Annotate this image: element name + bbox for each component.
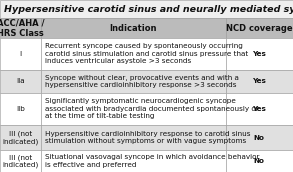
Text: ACC/AHA /
HRS Class: ACC/AHA / HRS Class [0,18,44,38]
Bar [226,70,293,93]
Text: Yes: Yes [252,51,266,57]
Text: No: No [254,135,265,141]
Text: Hypersensitive carotid sinus and neurally mediated syndromes: Hypersensitive carotid sinus and neurall… [4,4,293,14]
Text: Situational vasovagal syncope in which avoidance behavior
is effective and prefe: Situational vasovagal syncope in which a… [45,154,259,168]
Bar [0,150,41,172]
Bar [226,38,293,70]
Bar [0,18,41,38]
Text: Significantly symptomatic neurocardiogenic syncope
associated with bradycardia d: Significantly symptomatic neurocardiogen… [45,98,258,119]
Text: IIa: IIa [16,78,25,84]
Text: III (not
indicated): III (not indicated) [2,154,39,168]
Text: No: No [254,158,265,164]
Bar [226,93,293,125]
Bar [41,150,226,172]
Bar [41,125,226,150]
Bar [0,125,41,150]
Bar [41,18,226,38]
Bar [0,38,41,70]
Bar [41,70,226,93]
Bar [226,150,293,172]
Text: Indication: Indication [110,24,157,33]
Bar [0,93,41,125]
Text: Yes: Yes [252,78,266,84]
Text: Yes: Yes [252,106,266,112]
Bar [226,18,293,38]
Text: I: I [19,51,22,57]
Bar [0,70,41,93]
Bar [0,0,293,18]
Bar [41,93,226,125]
Text: Hypersensitive cardioinhibitory response to carotid sinus
stimulation without sy: Hypersensitive cardioinhibitory response… [45,131,250,144]
Text: NCD coverage: NCD coverage [226,24,293,33]
Text: Syncope without clear, provocative events and with a
hypersensitive cardioinhibi: Syncope without clear, provocative event… [45,75,239,88]
Text: III (not
indicated): III (not indicated) [2,131,39,144]
Text: Recurrent syncope caused by spontaneously occurring
carotid sinus stimulation an: Recurrent syncope caused by spontaneousl… [45,44,248,64]
Bar [226,125,293,150]
Bar [41,38,226,70]
Text: IIb: IIb [16,106,25,112]
